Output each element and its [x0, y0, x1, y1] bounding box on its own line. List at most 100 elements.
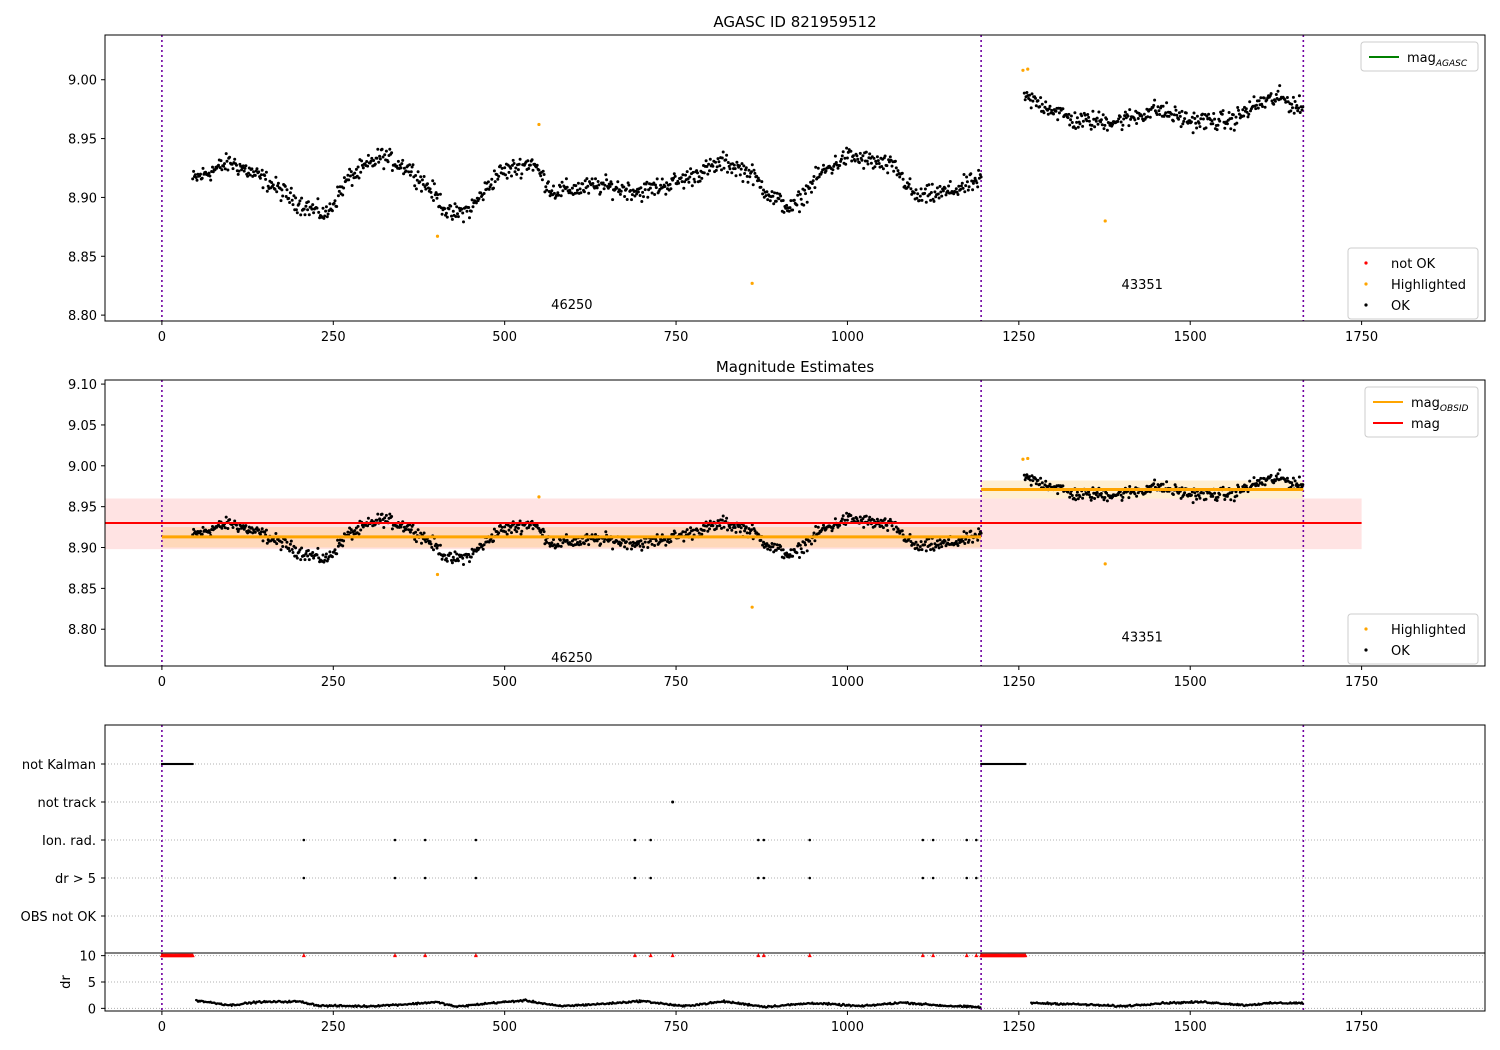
agasc-point — [1100, 123, 1104, 127]
agasc-point — [560, 180, 564, 184]
mag-point — [528, 523, 532, 527]
mag-point — [890, 524, 894, 528]
agasc-point — [724, 158, 728, 162]
agasc-point — [704, 159, 708, 163]
mag-point — [290, 548, 294, 551]
mag-point — [743, 529, 747, 533]
mag-point — [1248, 479, 1252, 483]
dr-ytick-label: 0 — [88, 1002, 96, 1017]
agasc-point — [1213, 117, 1217, 121]
agasc-point — [561, 189, 565, 193]
agasc-point — [482, 192, 486, 195]
agasc-obsid-label: 46250 — [551, 298, 592, 313]
mag-point — [545, 540, 549, 544]
mag-point — [451, 555, 455, 559]
agasc-point — [753, 171, 757, 175]
agasc-point — [220, 168, 224, 172]
agasc-point — [1135, 122, 1139, 125]
agasc-point — [877, 162, 881, 165]
agasc-point — [728, 167, 732, 171]
agasc-point — [900, 171, 904, 175]
agasc-point — [1119, 120, 1123, 124]
agasc-point — [1116, 120, 1120, 123]
agasc-point — [1289, 109, 1293, 113]
mag-point — [456, 559, 460, 563]
agasc-point — [643, 188, 647, 192]
agasc-point — [223, 167, 227, 171]
mag-point — [669, 540, 673, 543]
agasc-point — [1183, 117, 1187, 121]
mag-point — [260, 527, 264, 531]
mag-point — [288, 542, 292, 546]
agasc-point — [715, 165, 719, 169]
mag-point — [578, 540, 582, 544]
mag-point — [1290, 481, 1294, 485]
agasc-point — [932, 199, 936, 203]
agasc-point — [845, 146, 849, 150]
mag-point — [208, 531, 212, 535]
mag-point — [390, 527, 394, 531]
agasc-point — [1278, 84, 1282, 88]
agasc-point — [325, 215, 329, 219]
agasc-point — [611, 198, 615, 202]
agasc-point — [915, 196, 919, 200]
agasc-point — [497, 174, 501, 178]
agasc-point — [673, 174, 677, 178]
dr-clipped-marker — [974, 953, 979, 958]
ion-rad-marker — [975, 838, 978, 842]
mag-point — [1301, 483, 1305, 487]
agasc-point — [700, 176, 704, 180]
agasc-point — [844, 162, 848, 166]
agasc-point — [853, 159, 857, 163]
agasc-point — [744, 166, 748, 170]
agasc-point — [1272, 102, 1276, 106]
mag-point — [1028, 475, 1031, 479]
ion-rad-marker — [808, 838, 812, 842]
mag-point — [1173, 483, 1177, 487]
agasc-point — [1047, 107, 1051, 111]
mag-point — [336, 538, 340, 542]
flag-row-label: not Kalman — [22, 758, 96, 773]
agasc-point — [292, 194, 296, 198]
mag-point — [414, 540, 418, 544]
mag-point — [300, 546, 304, 550]
agasc-point — [335, 205, 339, 208]
agasc-point — [1164, 111, 1168, 115]
agasc-point — [855, 154, 859, 158]
mag-point — [223, 526, 227, 530]
agasc-point — [920, 198, 924, 202]
agasc-point — [774, 199, 778, 203]
agasc-point — [471, 205, 475, 209]
mag-point — [224, 515, 228, 519]
mag-point — [413, 537, 417, 541]
mag-point — [1272, 481, 1276, 485]
agasc-point — [730, 171, 734, 175]
agasc-point — [892, 169, 896, 173]
agasc-point — [1207, 112, 1211, 116]
agasc-point — [881, 167, 885, 171]
mag-point — [1044, 479, 1048, 483]
dr-clipped-marker — [423, 953, 428, 958]
mag-point — [595, 539, 599, 543]
agasc-point — [1179, 125, 1183, 129]
agasc-point — [1069, 118, 1073, 122]
agasc-point — [645, 180, 649, 184]
mag-point — [732, 523, 736, 527]
dr-xtick-label: 0 — [158, 1020, 166, 1035]
mag-point — [1201, 491, 1205, 495]
mag-point — [1028, 478, 1032, 482]
agasc-point — [540, 178, 544, 182]
mag-point — [510, 531, 513, 535]
mag-point — [929, 542, 933, 546]
agasc-point — [975, 181, 979, 185]
agasc-point — [706, 172, 710, 176]
agasc-point — [797, 190, 801, 194]
dr-gt5-marker — [302, 876, 306, 880]
agasc-point — [798, 192, 802, 196]
agasc-point — [1094, 119, 1098, 123]
mag-point — [469, 555, 473, 559]
agasc-point — [545, 188, 549, 192]
mag-point — [1089, 498, 1093, 502]
ion-rad-marker — [762, 838, 766, 842]
agasc-point — [510, 174, 513, 178]
